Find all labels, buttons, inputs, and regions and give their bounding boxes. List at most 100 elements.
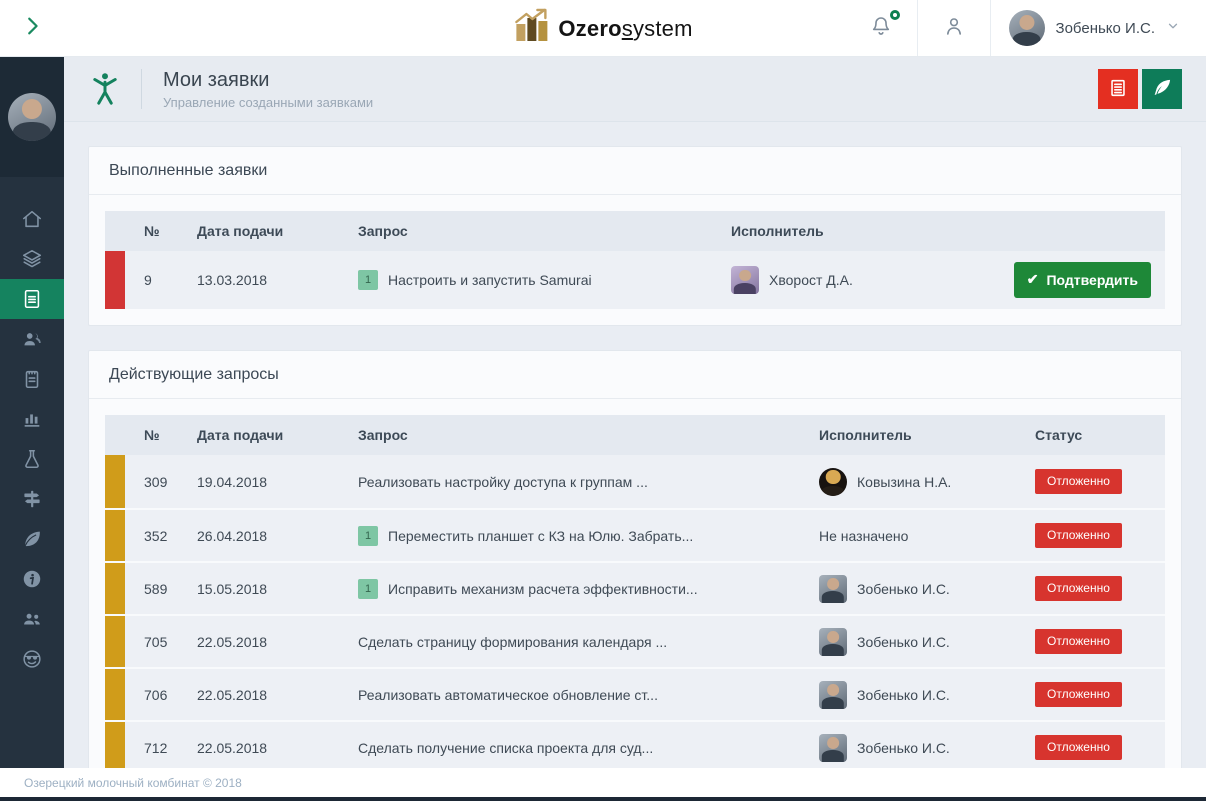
executor-cell: Зобенько И.С. <box>803 680 1019 709</box>
confirm-button[interactable]: ✔ Подтвердить <box>1013 262 1151 298</box>
request-number: 705 <box>144 633 168 650</box>
sidebar <box>0 57 64 768</box>
sidebar-item-users[interactable] <box>0 319 64 359</box>
request-date: 13.03.2018 <box>197 272 268 288</box>
request-date: 15.05.2018 <box>197 580 268 597</box>
executor-avatar <box>819 574 847 603</box>
signpost-icon <box>21 488 43 510</box>
main-region: Мои заявки Управление созданными заявкам… <box>64 57 1206 768</box>
request-number: 712 <box>144 739 168 756</box>
user-avatar <box>1008 10 1045 46</box>
request-text: Переместить планшет с КЗ на Юлю. Забрать… <box>388 527 694 544</box>
active-request-row[interactable]: 705 22.05.2018 Сделать страницу формиров… <box>105 614 1165 667</box>
completed-request-row[interactable]: 9 13.03.2018 1 Настроить и запустить Sam… <box>105 251 1165 309</box>
status-cell: Отложенно <box>1019 629 1165 654</box>
footer: Озерецкий молочный комбинат © 2018 <box>0 768 1206 797</box>
executor-avatar <box>731 266 759 294</box>
figure-person-icon <box>88 69 122 109</box>
request-text: Реализовать настройку доступа к группам … <box>358 473 648 490</box>
count-badge: 1 <box>358 578 378 599</box>
bottom-strip <box>0 797 1206 801</box>
sidebar-item-home[interactable] <box>0 199 64 239</box>
executor-cell: Зобенько И.С. <box>803 627 1019 656</box>
active-request-row[interactable]: 309 19.04.2018 Реализовать настройку дос… <box>105 455 1165 508</box>
sidebar-item-bar-chart[interactable] <box>0 399 64 439</box>
status-cell: Отложенно <box>1019 576 1165 601</box>
executor-cell: Не назначено <box>803 528 1019 544</box>
col-header-request: Запрос <box>358 427 408 443</box>
active-request-row[interactable]: 712 22.05.2018 Сделать получение списка … <box>105 720 1165 768</box>
sidebar-user-avatar <box>8 93 56 141</box>
active-request-row[interactable]: 706 22.05.2018 Реализовать автоматическо… <box>105 667 1165 720</box>
feather-icon <box>1151 77 1173 102</box>
sidebar-expand-button[interactable] <box>0 0 64 56</box>
notifications-button[interactable] <box>845 0 918 56</box>
sidebar-item-flask[interactable] <box>0 439 64 479</box>
sidebar-item-layers[interactable] <box>0 239 64 279</box>
user-menu[interactable]: Зобенько И.С. <box>991 0 1206 56</box>
titlebar-text: Мои заявки Управление созданными заявкам… <box>163 69 373 110</box>
users-icon <box>21 328 43 350</box>
sidebar-avatar-block[interactable] <box>0 57 64 177</box>
profile-button[interactable] <box>918 0 991 56</box>
request-date: 22.05.2018 <box>197 633 268 650</box>
count-badge: 1 <box>358 270 378 290</box>
flask-icon <box>21 448 43 470</box>
request-text: Сделать получение списка проекта для суд… <box>358 739 654 756</box>
col-header-status: Статус <box>1035 427 1083 443</box>
bar-spacer <box>105 415 125 455</box>
sidebar-item-people[interactable] <box>0 599 64 639</box>
request-text-cell: 1 Переместить планшет с КЗ на Юлю. Забра… <box>341 525 803 546</box>
request-number: 352 <box>144 527 168 544</box>
titlebar-actions <box>1098 69 1182 109</box>
executor-name: Хворост Д.А. <box>769 272 853 288</box>
request-number: 9 <box>144 272 152 288</box>
col-header-date: Дата подачи <box>197 223 284 239</box>
panel-title: Действующие запросы <box>89 351 1181 399</box>
leaf-icon <box>21 528 43 550</box>
create-request-button[interactable] <box>1142 69 1182 109</box>
sidebar-item-leaf[interactable] <box>0 519 64 559</box>
active-request-row[interactable]: 352 26.04.2018 1 Переместить планшет с К… <box>105 508 1165 561</box>
document-lines-icon <box>1107 77 1129 102</box>
executor-name: Зобенько И.С. <box>857 739 950 756</box>
notification-dot <box>889 9 900 20</box>
status-badge: Отложенно <box>1035 469 1122 494</box>
status-badge: Отложенно <box>1035 629 1122 654</box>
logo-chart-icon <box>513 8 551 49</box>
middle-region: Мои заявки Управление созданными заявкам… <box>0 57 1206 768</box>
request-text-cell: Сделать получение списка проекта для суд… <box>341 740 803 756</box>
app-logo[interactable]: Ozerosystem <box>513 0 692 57</box>
sidebar-item-signpost[interactable] <box>0 479 64 519</box>
bar-chart-icon <box>21 408 43 430</box>
request-text: Сделать страницу формирования календаря … <box>358 633 668 650</box>
executor-name: Зобенько И.С. <box>857 633 950 650</box>
status-badge: Отложенно <box>1035 682 1122 707</box>
sidebar-item-smiley[interactable] <box>0 639 64 679</box>
sidebar-item-documents[interactable] <box>0 279 64 319</box>
list-action-button[interactable] <box>1098 69 1138 109</box>
request-text-cell: Реализовать настройку доступа к группам … <box>341 474 803 490</box>
executor-cell: Зобенько И.С. <box>803 574 1019 603</box>
request-date: 26.04.2018 <box>197 527 268 544</box>
active-requests-panel: Действующие запросы № Дата подачи Запрос… <box>88 350 1182 768</box>
executor-avatar <box>819 467 847 496</box>
priority-bar <box>105 510 125 561</box>
smiley-cool-icon <box>21 648 43 670</box>
copyright-text: Озерецкий молочный комбинат © 2018 <box>24 775 242 790</box>
sidebar-item-clipboard[interactable] <box>0 359 64 399</box>
table-header-row: № Дата подачи Запрос Исполнитель <box>105 211 1165 251</box>
executor-avatar <box>819 680 847 709</box>
confirm-label: Подтвердить <box>1046 271 1138 288</box>
clipboard-icon <box>21 368 43 390</box>
sidebar-item-info[interactable] <box>0 559 64 599</box>
priority-bar <box>105 455 125 508</box>
status-cell: Отложенно <box>1019 682 1165 707</box>
executor-avatar <box>819 627 847 656</box>
active-request-row[interactable]: 589 15.05.2018 1 Исправить механизм расч… <box>105 561 1165 614</box>
logo-text: Ozerosystem <box>558 15 693 41</box>
completed-requests-panel: Выполненные заявки № Дата подачи Запрос … <box>88 146 1182 326</box>
bar-spacer <box>105 211 125 251</box>
request-text-cell: 1 Исправить механизм расчета эффективнос… <box>341 578 803 599</box>
